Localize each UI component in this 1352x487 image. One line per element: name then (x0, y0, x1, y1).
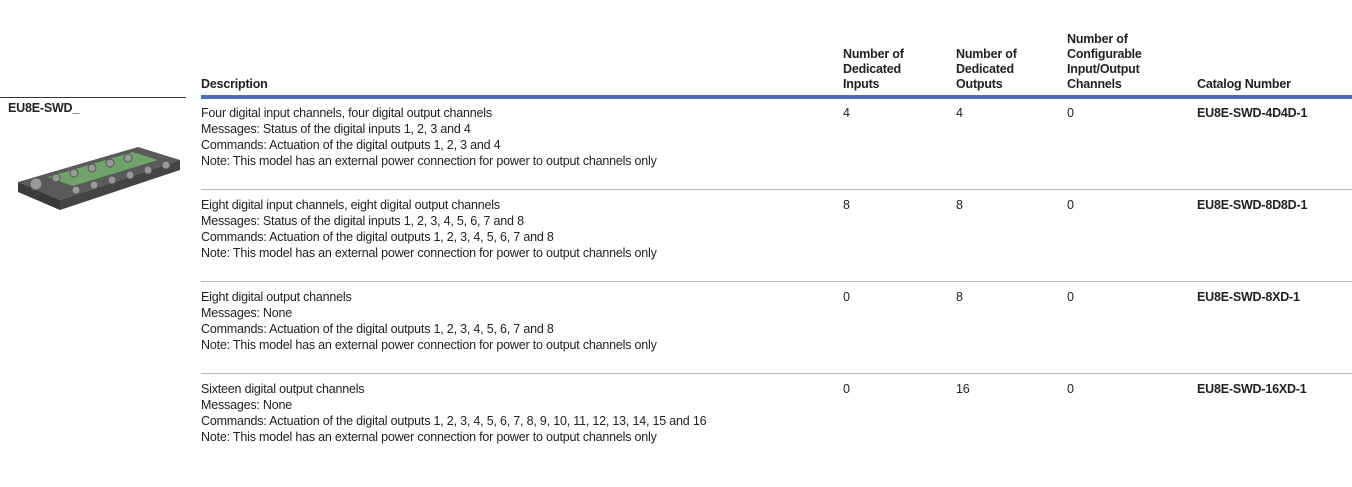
description-line: Eight digital output channels (201, 290, 352, 304)
description-line: Messages: Status of the digital inputs 1… (201, 214, 524, 228)
catalog-cell: EU8E-SWD-8XD-1 (1197, 290, 1300, 304)
outputs-cell: 8 (956, 198, 963, 212)
description-line: Sixteen digital output channels (201, 382, 365, 396)
product-image (18, 147, 180, 210)
description-line: Note: This model has an external power c… (201, 154, 657, 168)
outputs-cell: 8 (956, 290, 963, 304)
header-cell: Description (201, 77, 268, 91)
header-cell: Outputs (956, 77, 1003, 91)
header-cell: Number of (843, 47, 904, 61)
description-line: Messages: None (201, 398, 292, 412)
product-rule (0, 97, 186, 98)
inputs-cell: 0 (843, 382, 850, 396)
header-cell: Dedicated (956, 62, 1014, 76)
description-line: Commands: Actuation of the digital outpu… (201, 138, 501, 152)
inputs-cell: 0 (843, 290, 850, 304)
catalog-cell: EU8E-SWD-4D4D-1 (1197, 106, 1308, 120)
header-cell: Dedicated (843, 62, 901, 76)
header-rule (201, 95, 1352, 99)
configurable-cell: 0 (1067, 290, 1074, 304)
description-line: Note: This model has an external power c… (201, 338, 657, 352)
header-cell: Number of (1067, 32, 1128, 46)
description-line: Messages: None (201, 306, 292, 320)
configurable-cell: 0 (1067, 198, 1074, 212)
header-cell: Input/Output (1067, 62, 1140, 76)
product-label: EU8E-SWD_ (8, 101, 80, 115)
row-separator (201, 281, 1352, 282)
inputs-cell: 4 (843, 106, 850, 120)
catalog-cell: EU8E-SWD-8D8D-1 (1197, 198, 1308, 212)
header-cell: Channels (1067, 77, 1122, 91)
outputs-cell: 16 (956, 382, 970, 396)
outputs-cell: 4 (956, 106, 963, 120)
configurable-cell: 0 (1067, 382, 1074, 396)
row-separator (201, 189, 1352, 190)
description-line: Commands: Actuation of the digital outpu… (201, 230, 554, 244)
header-cell: Catalog Number (1197, 77, 1291, 91)
description-line: Eight digital input channels, eight digi… (201, 198, 500, 212)
description-line: Note: This model has an external power c… (201, 430, 657, 444)
description-line: Note: This model has an external power c… (201, 246, 657, 260)
row-separator (201, 373, 1352, 374)
inputs-cell: 8 (843, 198, 850, 212)
description-line: Four digital input channels, four digita… (201, 106, 492, 120)
description-line: Commands: Actuation of the digital outpu… (201, 322, 554, 336)
catalog-cell: EU8E-SWD-16XD-1 (1197, 382, 1307, 396)
configurable-cell: 0 (1067, 106, 1074, 120)
description-line: Messages: Status of the digital inputs 1… (201, 122, 471, 136)
header-cell: Inputs (843, 77, 880, 91)
description-line: Commands: Actuation of the digital outpu… (201, 414, 707, 428)
header-cell: Configurable (1067, 47, 1142, 61)
header-cell: Number of (956, 47, 1017, 61)
